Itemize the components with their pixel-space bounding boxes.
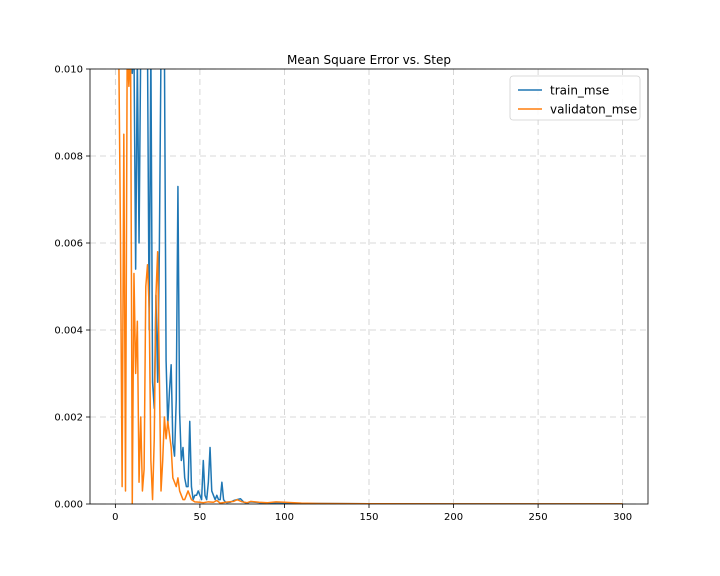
legend-label-validaton-mse: validaton_mse xyxy=(550,103,637,117)
x-tick-label: 300 xyxy=(613,512,632,523)
legend-box xyxy=(509,75,641,121)
series-line-train-mse xyxy=(127,69,623,504)
legend-label-train-mse: train_mse xyxy=(550,84,609,98)
y-axis: 0.000 0.002 0.004 0.006 0.008 0.010 xyxy=(54,65,90,511)
y-tick-label: 0.008 xyxy=(54,152,83,163)
x-tick-label: 100 xyxy=(275,512,294,523)
x-tick-label: 150 xyxy=(359,512,378,523)
x-tick-label: 0 xyxy=(112,512,118,523)
legend: train_mse validaton_mse xyxy=(509,75,641,121)
x-tick-label: 50 xyxy=(194,512,207,523)
y-tick-label: 0.006 xyxy=(54,239,83,250)
y-tick-label: 0.000 xyxy=(54,500,83,511)
series-layer xyxy=(118,69,623,504)
y-tick-label: 0.004 xyxy=(54,326,83,337)
y-tick-label: 0.002 xyxy=(54,413,83,424)
x-tick-label: 250 xyxy=(529,512,548,523)
series-line-validaton-mse xyxy=(118,69,623,504)
chart-title: Mean Square Error vs. Step xyxy=(287,53,451,67)
y-tick-label: 0.010 xyxy=(54,65,83,76)
x-axis: 0 50 100 150 200 250 300 xyxy=(112,504,632,523)
x-tick-label: 200 xyxy=(444,512,463,523)
grid xyxy=(90,68,648,505)
